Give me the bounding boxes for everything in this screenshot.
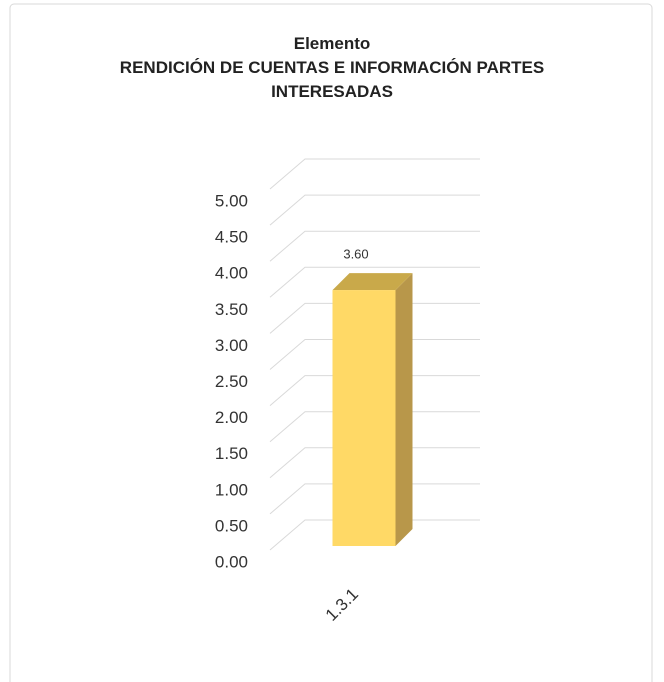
y-tick-label: 0.50 xyxy=(215,516,248,535)
grid-line xyxy=(269,266,480,298)
y-tick-label: 1.50 xyxy=(215,444,248,463)
grid-line xyxy=(269,447,480,479)
bar xyxy=(332,290,396,546)
y-tick-label: 1.00 xyxy=(215,480,248,499)
y-tick-label: 0.00 xyxy=(215,552,248,571)
bar-top xyxy=(332,273,413,291)
y-tick-label: 3.50 xyxy=(215,300,248,319)
y-tick-label: 4.00 xyxy=(215,264,248,283)
grid-line xyxy=(269,375,480,406)
y-tick-label: 5.00 xyxy=(215,191,248,210)
chart-title: Elemento xyxy=(293,34,371,53)
grid-line xyxy=(269,411,480,443)
y-tick-label: 2.50 xyxy=(215,372,248,391)
chart-border xyxy=(9,3,653,682)
grid-line xyxy=(269,158,480,190)
y-tick-label: 4.50 xyxy=(215,228,248,247)
y-tick-label: 2.00 xyxy=(215,408,248,427)
grid-line xyxy=(269,230,480,262)
grid-line xyxy=(269,483,480,515)
chart-heading: Elemento RENDICIÓN DE CUENTAS E INFORMAC… xyxy=(92,32,572,104)
grid-line xyxy=(269,339,480,370)
grid-line xyxy=(269,519,480,551)
chart-subtitle: RENDICIÓN DE CUENTAS E INFORMACIÓN PARTE… xyxy=(119,58,545,101)
value-label: 3.60 xyxy=(343,247,368,262)
grid-line xyxy=(269,194,480,226)
bar-side xyxy=(395,273,413,546)
y-tick-label: 3.00 xyxy=(215,336,248,355)
grid-line xyxy=(269,302,480,334)
